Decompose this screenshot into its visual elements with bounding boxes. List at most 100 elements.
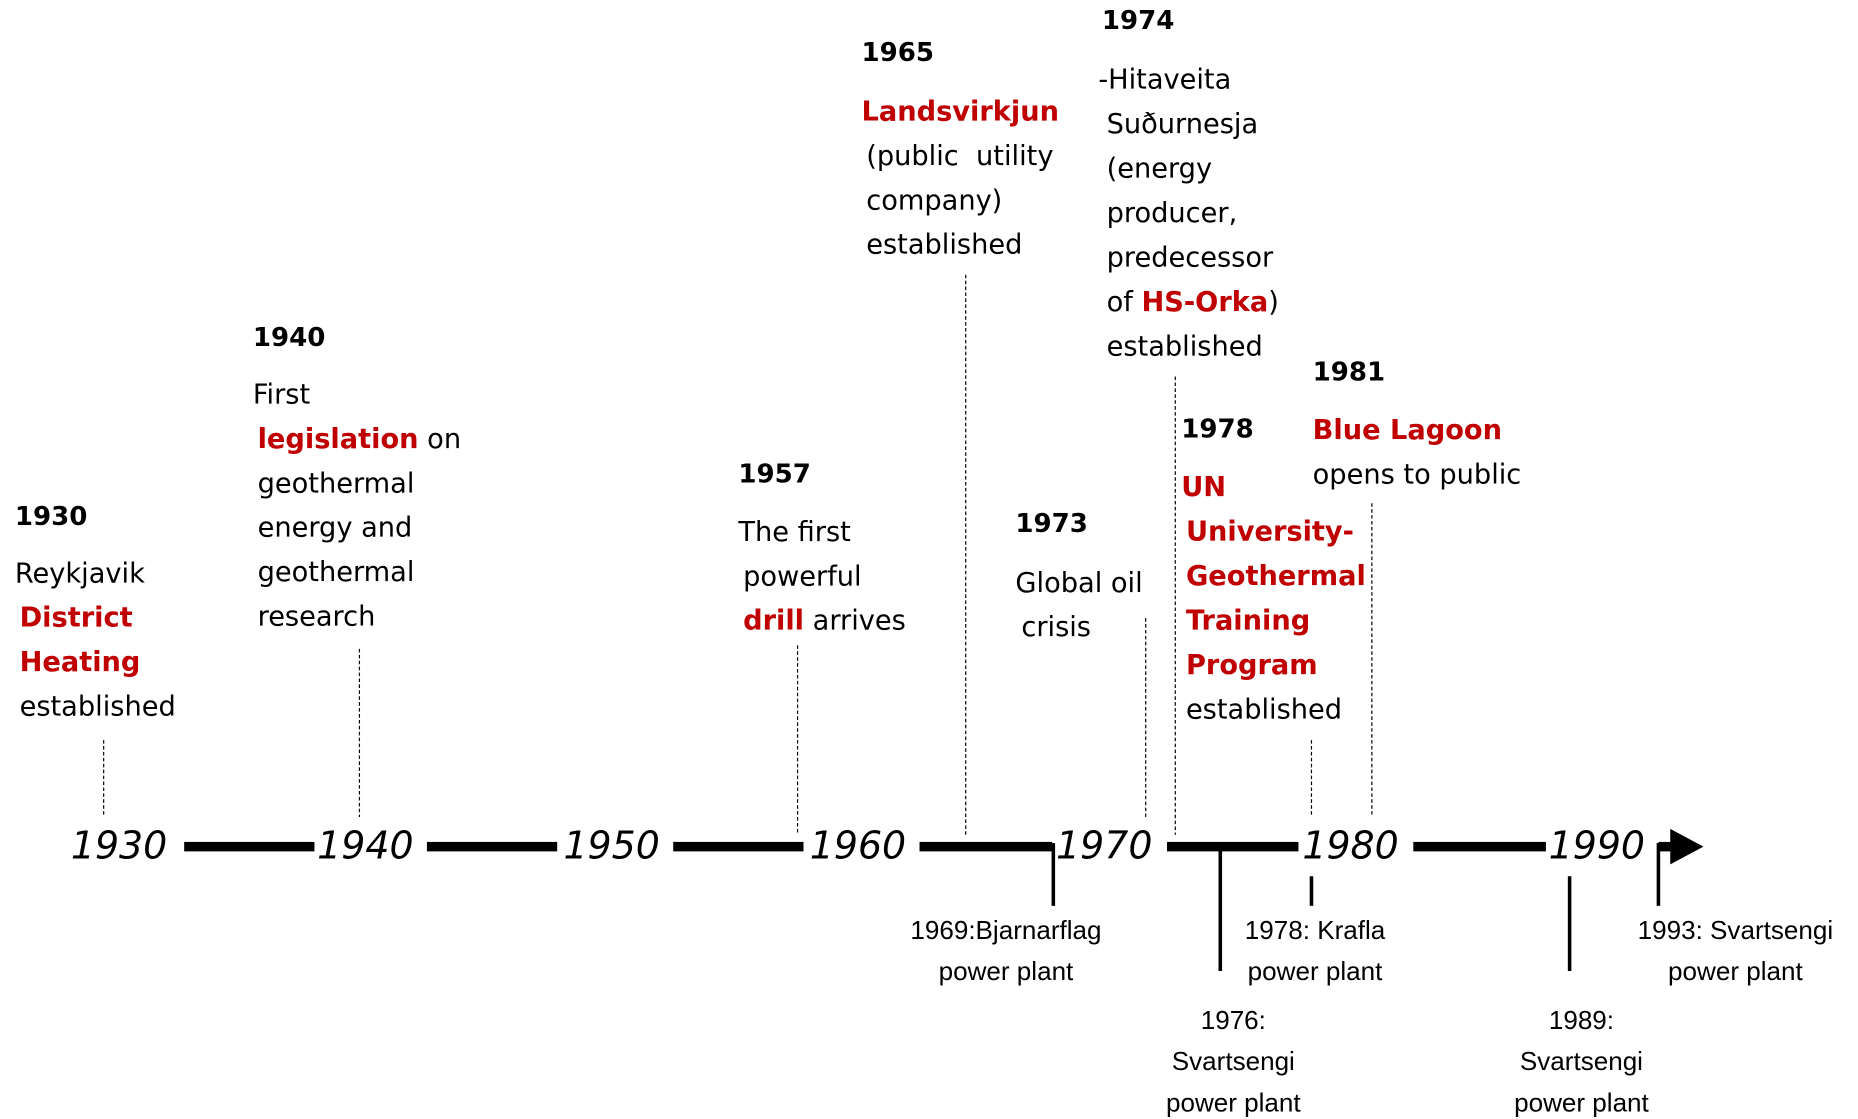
event-text-part: (energy [1107,153,1212,184]
decade-label: 1950 [563,823,659,867]
event: 1973 Global oil crisis [1015,509,1147,818]
plant-label: 1976: [1201,1005,1266,1035]
plant-event: 1978: Krafla power plant [1245,876,1386,986]
event-text: Landsvirkjun [862,96,1059,127]
event-year: 1940 [253,323,326,353]
event-year: 1965 [862,38,935,68]
event-text: UN [1181,471,1226,502]
event: 1965 Landsvirkjun (public utility company) e… [862,38,1059,835]
axis-segment [184,841,315,852]
event-highlight: drill [743,605,804,636]
event-highlight: University- [1186,516,1354,547]
event-text: The first [737,516,851,547]
event-year: 1974 [1102,6,1175,36]
plant-label: 1993: Svartsengi [1638,915,1833,945]
event-year: 1957 [738,459,811,489]
event-highlight: legislation [258,423,419,454]
event-text: predecessor [1107,242,1274,273]
event: 1981 Blue Lagoon opens to public [1313,358,1522,818]
event-text-part: established [20,691,176,722]
event-text: opens to public [1313,459,1522,490]
axis-segment [1167,841,1299,852]
plant-label: Svartsengi [1172,1046,1295,1076]
event-text: Suðurnesja [1107,109,1259,140]
event-highlight: Program [1186,649,1318,680]
event-text: geothermal [258,557,415,588]
event: 1978 UN University- Geothermal Training Progr… [1181,414,1366,818]
plant-label: power plant [1668,956,1803,986]
event-text: established [1107,331,1263,362]
event-text-part: First [253,379,311,410]
axis-segment [426,841,558,852]
event-text: First [253,379,311,410]
event-text: established [1186,694,1342,725]
event-text-part: Reykjavik [15,558,145,589]
event-text-part: established [1107,331,1263,362]
event-text: established [20,691,176,722]
event-text: Geothermal [1186,560,1366,591]
event-highlight: HS-Orka [1142,287,1269,318]
plant-label: Svartsengi [1520,1046,1643,1076]
event-text: producer, [1107,198,1238,229]
event-text-part: established [1186,694,1342,725]
event-text: Blue Lagoon [1313,415,1502,446]
event-text-part: powerful [743,561,862,592]
decade-label: 1970 [1056,823,1152,867]
event-text-part: geothermal [258,468,415,499]
event: 1930 Reykjavik District Heating established [15,502,176,818]
plant-label: 1969:Bjarnarflag [910,915,1101,945]
event-text: -Hitaveita [1098,64,1231,95]
event-text: drill arrives [743,605,906,636]
event-text: energy and [258,512,413,543]
decade-label: 1960 [810,823,906,867]
event-text: Heating [20,647,141,678]
event-year: 1981 [1313,358,1386,388]
event-text: Training [1186,605,1310,636]
event-text-part: Suðurnesja [1107,109,1259,140]
plant-label: 1989: [1549,1005,1614,1035]
event-text: established [866,229,1022,260]
axis-segment [1658,841,1673,852]
decade-label: 1930 [71,823,167,867]
event-highlight: Training [1186,605,1310,636]
decade-label: 1990 [1549,823,1645,867]
plant-event: 1993: Svartsengi power plant [1638,843,1833,986]
event-text: (public utility [866,140,1053,171]
event-highlight: District [20,602,133,633]
event-text-part: geothermal [258,557,415,588]
event-text-part: on [419,423,462,454]
plant-event: 1976: Svartsengi power plant [1166,843,1301,1118]
event-text-part: The first [737,516,851,547]
event-text-part: arrives [804,605,906,636]
event-text-part: research [258,601,376,632]
event-text-part: of [1107,287,1142,318]
event-text: powerful [743,561,862,592]
decade-label: 1940 [317,823,413,867]
event-text: Reykjavik [15,558,145,589]
event-text: (energy [1107,153,1212,184]
event-text-part: predecessor [1107,242,1274,273]
plant-label: power plant [1514,1088,1649,1118]
axis-segment [919,841,1053,852]
event-text: University- [1186,516,1354,547]
event-text: legislation on [258,423,461,454]
axis-arrow [1670,828,1704,865]
event-year: 1973 [1015,509,1088,539]
axis-segment [673,841,804,852]
plant-label: power plant [1166,1088,1301,1118]
event-text-part: opens to public [1313,459,1522,490]
plant-event: 1989: Svartsengi power plant [1514,876,1650,1118]
event-highlight: Landsvirkjun [862,96,1059,127]
event-text-part: company) [866,185,1002,216]
axis-bar [184,828,1704,865]
event-text: company) [866,185,1002,216]
event-text-part: crisis [1021,612,1091,643]
event-text: crisis [1021,612,1091,643]
event-text-part: ) [1268,287,1279,318]
event-year: 1930 [15,502,88,532]
plant-label: power plant [1248,956,1383,986]
plant-label: 1978: Krafla [1245,915,1386,945]
event-highlight: UN [1181,471,1226,502]
